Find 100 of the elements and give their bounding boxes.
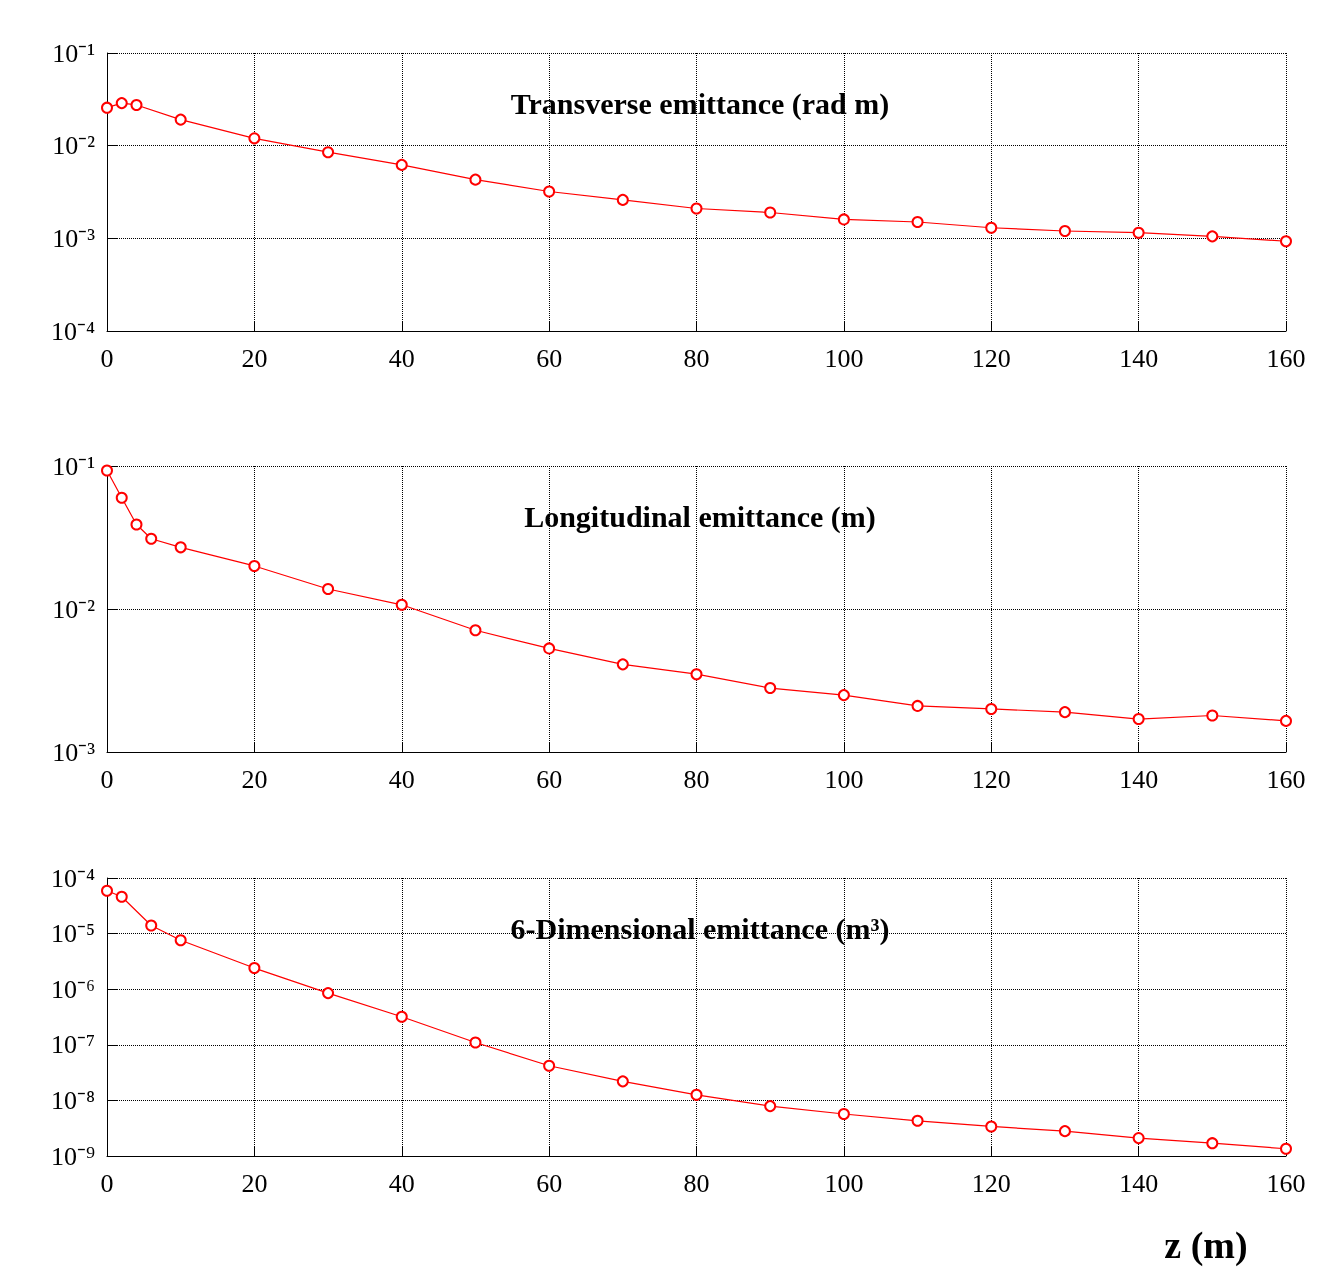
x-tick-label: 160 <box>1266 764 1306 794</box>
y-tick-label: 10⁻³ <box>52 223 96 253</box>
point <box>248 962 261 975</box>
point <box>1058 1125 1071 1138</box>
point <box>130 98 143 111</box>
x-tick-label: 120 <box>971 764 1011 794</box>
point <box>322 987 335 1000</box>
point <box>911 699 924 712</box>
point <box>1280 714 1292 727</box>
x-tick-label: 80 <box>683 764 710 794</box>
x-tick-label: 0 <box>100 1168 114 1198</box>
point <box>1280 235 1292 248</box>
y-tick-label: 10⁻² <box>52 131 96 161</box>
y-tick-label: 10⁻⁴ <box>50 863 95 893</box>
point <box>115 97 128 110</box>
x-tick-label: 140 <box>1119 1168 1159 1198</box>
text: Longitudinal emittance (m) <box>524 499 876 534</box>
point <box>248 559 261 572</box>
point <box>115 491 128 504</box>
point <box>469 173 482 186</box>
y-tick-label: 10⁻¹ <box>52 451 95 481</box>
x-tick-label: 60 <box>536 1168 563 1198</box>
y-tick-label: 10⁻⁶ <box>50 974 95 1004</box>
point <box>616 1075 629 1088</box>
x-tick-label: 120 <box>971 343 1011 373</box>
point <box>174 541 187 554</box>
point <box>395 598 408 611</box>
text: Transverse emittance (rad m) <box>510 86 890 121</box>
x-axis-title: z (m) <box>1164 1224 1248 1267</box>
x-tick-label: 0 <box>100 764 114 794</box>
point <box>1206 230 1219 243</box>
x-tick-label: 120 <box>971 1168 1011 1198</box>
point <box>764 206 777 219</box>
point <box>1206 1137 1219 1150</box>
point <box>1206 709 1219 722</box>
point <box>1058 225 1071 237</box>
point <box>101 884 113 897</box>
point <box>543 185 556 198</box>
point <box>1058 706 1071 719</box>
point <box>543 1059 556 1072</box>
point <box>690 1088 703 1101</box>
point <box>616 193 629 206</box>
point <box>837 1107 850 1120</box>
point <box>395 158 408 171</box>
point <box>101 101 113 114</box>
x-tick-label: 100 <box>824 343 864 373</box>
point <box>174 934 187 947</box>
point <box>469 624 482 637</box>
y-tick-label: 10⁻⁵ <box>50 919 95 949</box>
point <box>1132 1132 1145 1145</box>
point <box>690 668 703 681</box>
point <box>1132 226 1145 239</box>
y-tick-label: 10⁻¹ <box>52 38 95 68</box>
text: 6-Dimensional emittance (m³) <box>510 911 890 946</box>
point <box>145 919 158 932</box>
point <box>145 532 158 545</box>
point <box>101 464 113 477</box>
x-tick-label: 80 <box>683 1168 710 1198</box>
x-tick-label: 20 <box>241 1168 268 1198</box>
point <box>248 132 261 145</box>
y-tick-label: 10⁻⁴ <box>50 316 95 346</box>
x-tick-label: 20 <box>241 343 268 373</box>
point <box>911 1114 924 1127</box>
x-tick-label: 40 <box>388 764 415 794</box>
x-tick-label: 160 <box>1266 1168 1306 1198</box>
x-tick-label: 0 <box>100 343 114 373</box>
point <box>985 702 998 715</box>
point <box>174 113 187 126</box>
x-tick-label: 140 <box>1119 764 1159 794</box>
x-tick-label: 100 <box>824 1168 864 1198</box>
point <box>395 1010 408 1023</box>
x-tick-label: 60 <box>536 343 563 373</box>
point <box>985 221 998 234</box>
point <box>115 890 128 903</box>
point <box>322 146 335 159</box>
point <box>690 202 703 215</box>
point <box>837 689 850 702</box>
point <box>130 518 143 531</box>
point <box>911 216 924 229</box>
point <box>764 1100 777 1113</box>
x-tick-label: 60 <box>536 764 563 794</box>
point <box>1132 713 1145 726</box>
y-tick-label: 10⁻⁸ <box>50 1085 95 1115</box>
x-tick-label: 20 <box>241 764 268 794</box>
y-tick-label: 10⁻³ <box>52 737 96 767</box>
x-tick-label: 40 <box>388 1168 415 1198</box>
point <box>616 658 629 671</box>
point <box>543 642 556 655</box>
point <box>1280 1142 1292 1155</box>
x-tick-label: 100 <box>824 764 864 794</box>
y-tick-label: 10⁻⁹ <box>50 1141 95 1171</box>
x-tick-label: 80 <box>683 343 710 373</box>
x-tick-label: 160 <box>1266 343 1306 373</box>
point <box>764 682 777 695</box>
point <box>985 1120 998 1133</box>
x-tick-label: 40 <box>388 343 415 373</box>
point <box>469 1036 482 1049</box>
y-tick-label: 10⁻² <box>52 594 96 624</box>
point <box>837 213 850 226</box>
x-tick-label: 140 <box>1119 343 1159 373</box>
